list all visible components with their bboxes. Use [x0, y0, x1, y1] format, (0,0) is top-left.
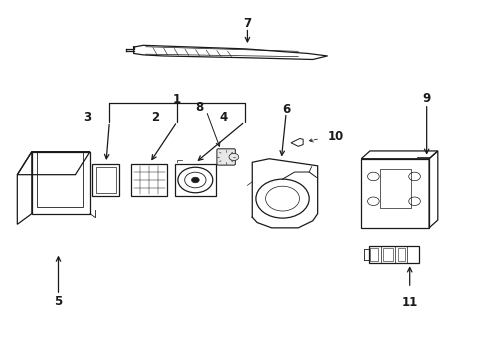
Circle shape [192, 177, 199, 183]
Bar [383, 248, 393, 261]
Text: 8: 8 [195, 101, 203, 114]
Bar [131, 164, 168, 196]
Text: 9: 9 [422, 92, 431, 105]
FancyBboxPatch shape [217, 149, 235, 165]
Bar [380, 169, 411, 208]
Text: 1: 1 [173, 93, 181, 106]
Circle shape [229, 153, 239, 161]
Text: 11: 11 [402, 296, 418, 309]
Text: 7: 7 [244, 17, 251, 30]
Bar [397, 248, 405, 261]
Bar [361, 159, 429, 228]
Text: 5: 5 [54, 295, 63, 308]
Text: 3: 3 [83, 112, 92, 125]
Text: 10: 10 [328, 130, 344, 143]
Bar [93, 164, 119, 196]
Bar [368, 246, 419, 263]
Bar [96, 167, 116, 193]
Bar [370, 248, 378, 261]
Bar [37, 152, 83, 207]
Text: 2: 2 [151, 112, 159, 125]
Text: 6: 6 [282, 103, 290, 116]
Text: 4: 4 [219, 112, 227, 125]
Bar [175, 164, 216, 196]
